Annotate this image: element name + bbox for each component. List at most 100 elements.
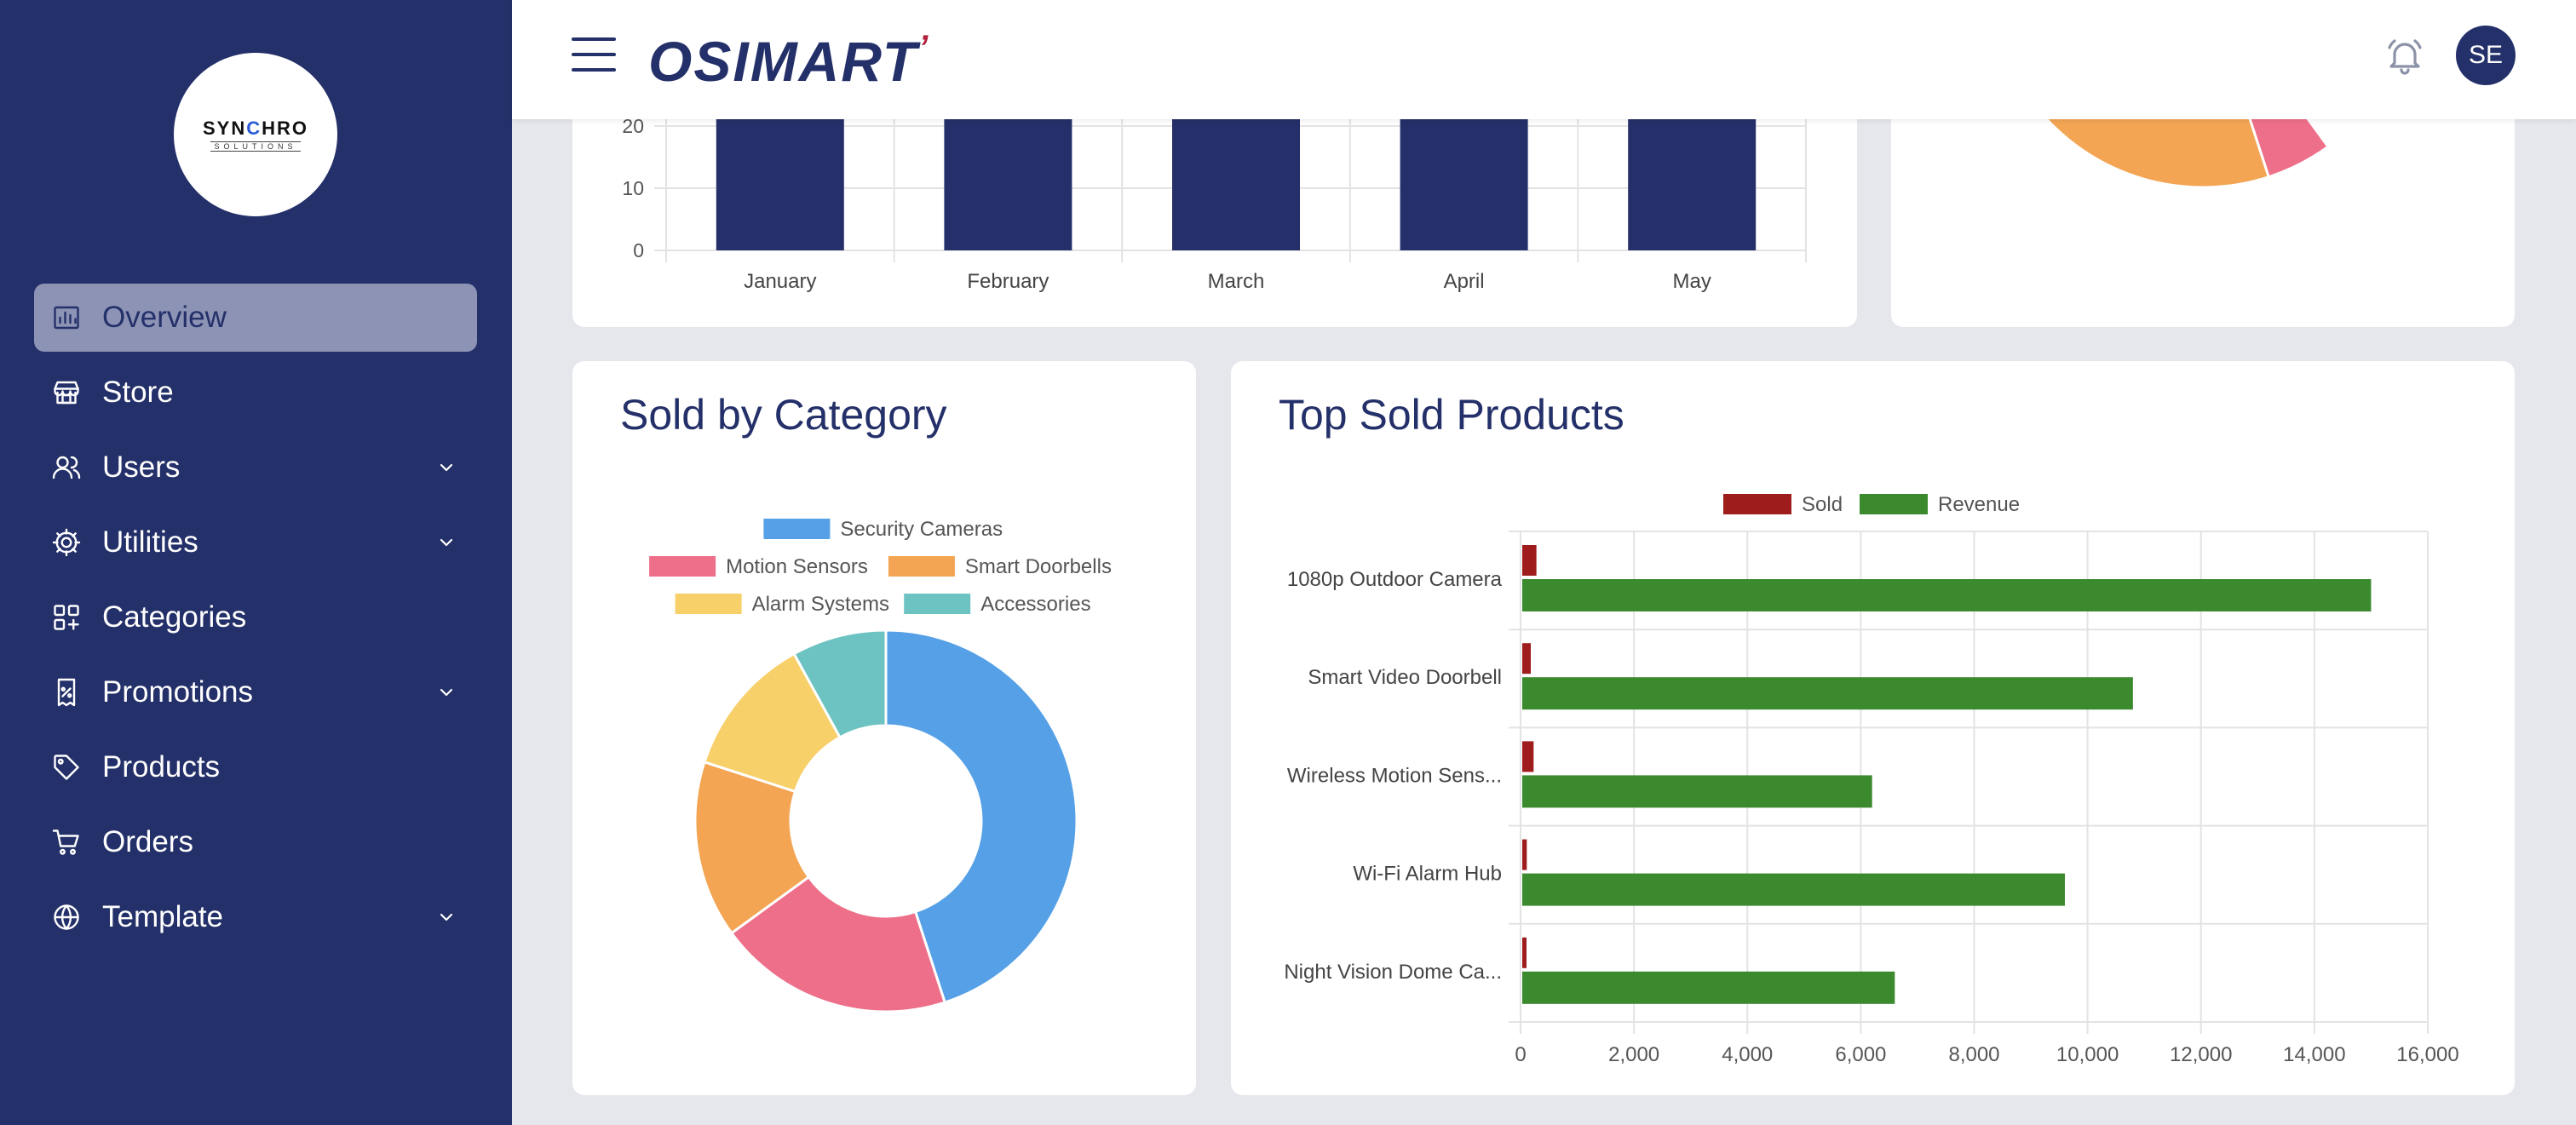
top-sold-products-card: Top Sold Products Sold Revenue 0 2,000 4,000… xyxy=(1231,361,2515,1095)
x-tick-label: 0 xyxy=(1515,1043,1526,1066)
x-tick-label: 6,000 xyxy=(1835,1043,1886,1066)
legend-swatch xyxy=(904,594,971,614)
chevron-down-icon[interactable] xyxy=(436,907,457,927)
hamburger-line xyxy=(572,53,616,56)
legend-label: Alarm Systems xyxy=(752,593,889,616)
sidebar-item-store[interactable]: Store xyxy=(34,359,477,427)
sidebar-item-promotions[interactable]: Promotions xyxy=(34,658,477,726)
y-tick-label: 1080p Outdoor Camera xyxy=(1287,568,1503,591)
donut-slice-motion-sensors xyxy=(729,875,947,1013)
x-tick-label: February xyxy=(967,270,1049,293)
sidebar-item-categories[interactable]: Categories xyxy=(34,583,477,651)
bar-revenue xyxy=(1522,873,2065,906)
sidebar-item-label: Products xyxy=(102,750,221,783)
sidebar: SYNCHRO SOLUTIONS Overview Store Users Util… xyxy=(0,0,512,1125)
sidebar-item-utilities[interactable]: Utilities xyxy=(34,508,477,577)
brand-logo[interactable]: OSIMART’ xyxy=(648,29,929,94)
sidebar-item-label: Overview xyxy=(102,301,227,334)
chevron-down-icon[interactable] xyxy=(436,682,457,703)
hamburger-line xyxy=(572,37,616,41)
grid-plus-icon xyxy=(49,600,83,634)
x-tick-label: January xyxy=(744,270,816,293)
x-tick-label: April xyxy=(1444,270,1485,293)
y-tick-label: 0 xyxy=(633,239,644,261)
y-tick-label: Night Vision Dome Ca... xyxy=(1284,961,1502,984)
gear-icon xyxy=(49,525,83,560)
company-logo[interactable]: SYNCHRO SOLUTIONS xyxy=(174,53,337,216)
user-avatar[interactable]: SE xyxy=(2456,26,2516,85)
y-tick-label: Wireless Motion Sens... xyxy=(1287,764,1502,787)
logo-main-text: SYNCHRO xyxy=(202,118,309,139)
store-icon xyxy=(49,376,83,410)
discount-tag-icon xyxy=(49,675,83,709)
globe-icon xyxy=(49,900,83,934)
bar-sold xyxy=(1522,545,1537,576)
top-products-bar-chart: Sold Revenue 0 2,000 4,000 6,000 8,000 10,000 12… xyxy=(1284,493,2458,1066)
menu-toggle-button[interactable] xyxy=(572,37,616,73)
bell-icon[interactable] xyxy=(2384,36,2425,77)
sidebar-item-label: Template xyxy=(102,900,224,933)
x-tick-label: 4,000 xyxy=(1722,1043,1773,1066)
sidebar-item-label: Orders xyxy=(102,825,193,858)
x-tick-label: 2,000 xyxy=(1608,1043,1659,1066)
x-tick-label: March xyxy=(1208,270,1265,293)
users-icon xyxy=(49,451,83,485)
legend-swatch xyxy=(1860,494,1928,514)
bar-revenue xyxy=(1522,677,2133,710)
donut-slice-smart-doorbells xyxy=(693,760,811,935)
bar-sold xyxy=(1522,643,1531,674)
donut-slice-accessories xyxy=(792,629,888,739)
chevron-down-icon[interactable] xyxy=(436,457,457,478)
chevron-down-icon[interactable] xyxy=(436,532,457,553)
legend-label: Revenue xyxy=(1938,493,2020,516)
chart-icon xyxy=(49,301,83,335)
bar-revenue xyxy=(1522,971,1895,1004)
x-tick-label: 8,000 xyxy=(1948,1043,1999,1066)
bar-sold xyxy=(1522,937,1527,968)
top-header: OSIMART’ SE xyxy=(512,0,2576,119)
legend-label: Accessories xyxy=(980,593,1090,616)
legend-swatch xyxy=(649,556,716,577)
sold-by-category-card: Sold by Category Security Cameras Motion … xyxy=(572,361,1196,1095)
category-donut-chart: Security Cameras Motion Sensors Smart Door… xyxy=(649,518,1112,1013)
legend-swatch xyxy=(763,519,831,539)
sidebar-item-template[interactable]: Template xyxy=(34,883,477,951)
logo-sub-text: SOLUTIONS xyxy=(210,141,301,152)
sidebar-nav: Overview Store Users Utilities Categories Pro… xyxy=(34,284,477,958)
tag-icon xyxy=(49,750,83,784)
x-tick-label: 14,000 xyxy=(2283,1043,2345,1066)
y-tick-label: Wi-Fi Alarm Hub xyxy=(1353,863,1502,886)
sidebar-item-label: Utilities xyxy=(102,525,198,559)
legend-label: Security Cameras xyxy=(840,518,1003,541)
y-tick-label: 10 xyxy=(622,177,644,199)
sidebar-item-orders[interactable]: Orders xyxy=(34,808,477,876)
bar-revenue xyxy=(1522,775,1872,808)
legend-swatch xyxy=(675,594,742,614)
sidebar-item-users[interactable]: Users xyxy=(34,433,477,502)
donut-slice-security-cameras xyxy=(884,629,1078,1004)
bar-sold xyxy=(1522,839,1527,870)
sidebar-item-label: Store xyxy=(102,376,174,409)
x-tick-label: May xyxy=(1673,270,1711,293)
brand-name: OSIMART xyxy=(648,30,919,93)
brand-mark: ’ xyxy=(918,29,930,66)
top-pie-chart xyxy=(2019,85,2331,189)
y-tick-label: Smart Video Doorbell xyxy=(1308,666,1502,689)
card-title: Top Sold Products xyxy=(1279,391,1624,439)
legend-label: Sold xyxy=(1802,493,1843,516)
cart-icon xyxy=(49,825,83,859)
monthly-sales-card: 0 10 20 January February March April May xyxy=(572,85,1857,327)
sidebar-item-label: Users xyxy=(102,451,181,484)
x-tick-label: 12,000 xyxy=(2170,1043,2232,1066)
logo-accent-letter: C xyxy=(246,118,262,139)
x-tick-label: 10,000 xyxy=(2056,1043,2119,1066)
bar-sold xyxy=(1522,741,1534,772)
legend-swatch xyxy=(1723,494,1791,514)
sidebar-item-overview[interactable]: Overview xyxy=(34,284,477,352)
card-title: Sold by Category xyxy=(620,391,947,439)
hamburger-line xyxy=(572,68,616,72)
legend-swatch xyxy=(888,556,955,577)
sidebar-item-products[interactable]: Products xyxy=(34,733,477,801)
legend-label: Smart Doorbells xyxy=(965,555,1112,578)
legend-label: Motion Sensors xyxy=(726,555,868,578)
